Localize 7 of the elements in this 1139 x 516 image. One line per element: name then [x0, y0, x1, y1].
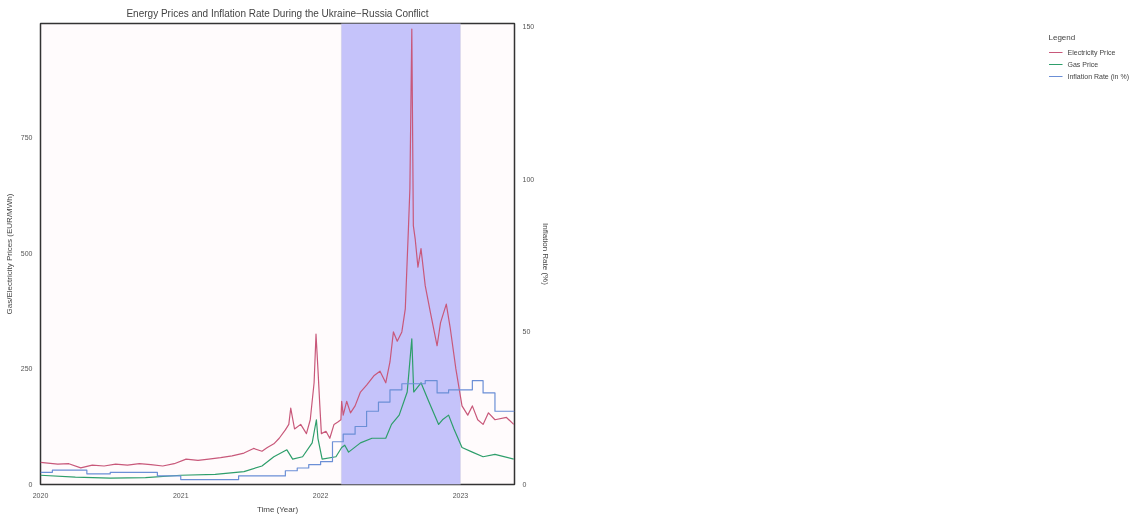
x-axis-title: Time (Year) [256, 504, 299, 514]
chart-title: Energy Prices and Inflation Rate During the Ukraine−Russia Conflict [126, 7, 429, 19]
line-series [40, 338, 515, 479]
line-series [40, 28, 515, 469]
y2-axis-title: Inflation Rate (%) [541, 223, 551, 286]
y-axis-title: Gas/Electricity Prices (EUR/MWh) [4, 193, 14, 315]
legend-title: Legend [1048, 33, 1077, 42]
